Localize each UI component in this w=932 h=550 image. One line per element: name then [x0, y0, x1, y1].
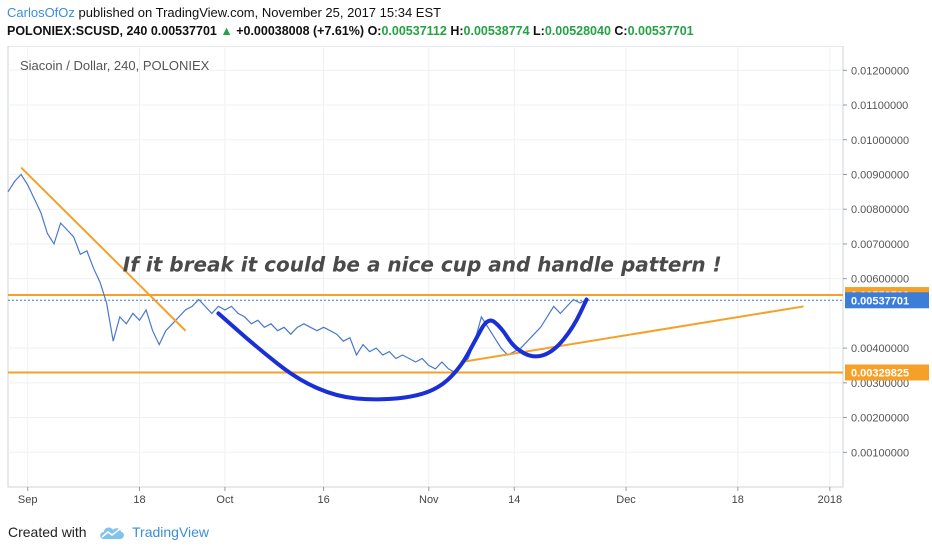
x-tick-label: 14 [508, 494, 520, 506]
trendline [20, 166, 187, 332]
cup-handle-drawing [216, 297, 589, 402]
chart-footer: Created with TradingView [0, 512, 932, 550]
close-label: C: [614, 24, 628, 38]
tradingview-cloud-icon [100, 527, 124, 539]
x-tick-label: Sep [18, 494, 38, 506]
created-with-text: Created with [8, 524, 87, 540]
y-tick-label: 0.00600000 [851, 274, 909, 286]
high-label: H: [450, 24, 464, 38]
y-tick-label: 0.00700000 [851, 239, 909, 251]
x-tick-label: Oct [216, 494, 233, 506]
x-tick-label: 16 [317, 494, 329, 506]
last-price: 0.00537701 [150, 24, 217, 38]
chart-area[interactable]: 0.01200000 0.01100000 0.01000000 0.00900000… [0, 45, 932, 512]
close-value: 0.00537701 [627, 24, 694, 38]
chart-header: CarlosOfOz published on TradingView.com,… [0, 0, 932, 46]
y-tick-label: 0.01000000 [851, 135, 909, 147]
y-tick-label: 0.00200000 [851, 413, 909, 425]
symbol-label: POLONIEX:SCUSD, 240 [7, 24, 148, 38]
trendline [461, 305, 804, 363]
price-label-text: 0.00329825 [851, 367, 909, 379]
price-change: +0.00038008 (+7.61%) [236, 24, 365, 38]
y-tick-label: 0.00100000 [851, 447, 909, 459]
change-up-icon: ▲ [220, 24, 233, 38]
price-label-box [845, 364, 929, 381]
x-tick-label: Nov [419, 494, 439, 506]
publish-line: CarlosOfOz published on TradingView.com,… [7, 5, 441, 20]
y-tick-label: 0.00800000 [851, 204, 909, 216]
x-tick-label: 18 [133, 494, 145, 506]
author-link[interactable]: CarlosOfOz [7, 5, 75, 20]
low-value: 0.00528040 [544, 24, 611, 38]
y-tick-label: 0.01100000 [851, 100, 908, 112]
plot-background [7, 45, 844, 488]
x-tick-label: 18 [732, 494, 744, 506]
price-chart[interactable]: 0.01200000 0.01100000 0.01000000 0.00900000… [0, 45, 932, 512]
low-label: L: [533, 24, 545, 38]
y-tick-label: 0.00300000 [851, 378, 909, 390]
y-tick-label: 0.00900000 [851, 169, 909, 181]
open-label: O: [367, 24, 382, 38]
y-tick-label: 0.00400000 [851, 343, 909, 355]
ohlc-line: POLONIEX:SCUSD, 240 0.00537701 ▲ +0.0003… [7, 24, 694, 38]
price-series-line [7, 173, 587, 374]
x-tick-label: Dec [616, 494, 636, 506]
x-tick-label: 2018 [818, 494, 842, 506]
open-value: 0.00537112 [381, 24, 447, 38]
chart-title: Siacoin / Dollar, 240, POLONIEX [20, 58, 210, 73]
tradingview-brand[interactable]: TradingView [132, 524, 210, 540]
high-value: 0.00538774 [463, 24, 530, 38]
annotation-text: If it break it could be a nice cup and h… [123, 253, 722, 277]
y-tick-label: 0.01200000 [851, 65, 909, 77]
price-label-text: 0.00537701 [851, 295, 909, 307]
price-label-box [845, 292, 929, 309]
published-text: published on TradingView.com, November 2… [78, 5, 442, 20]
